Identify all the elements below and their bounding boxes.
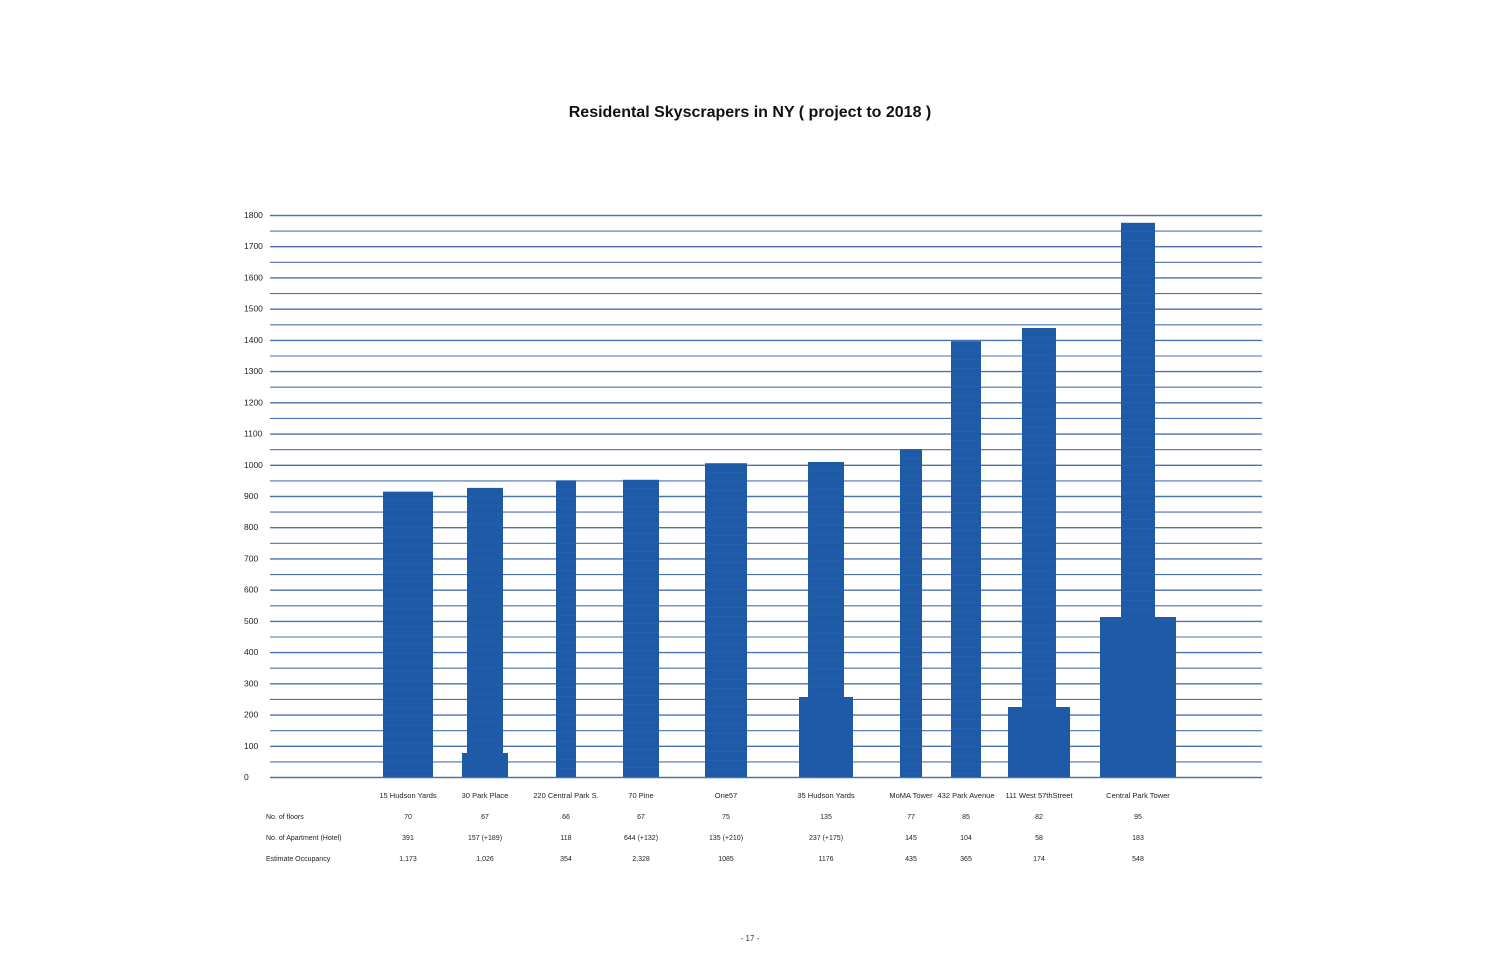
table-row-label: Estimate Occupancy	[266, 856, 331, 863]
podium	[462, 753, 508, 777]
table-cell: 1,173	[399, 856, 417, 863]
building-1	[383, 491, 433, 777]
y-tick-label: 800	[244, 522, 258, 532]
table-cell: 135 (+210)	[709, 835, 743, 842]
data-table: No. of floors 70 67 66 67 75 135 77 85 82 95 No. of…	[266, 814, 1144, 863]
y-tick-label: 1100	[244, 429, 263, 439]
chart-title: Residental Skyscrapers in NY ( project t…	[568, 104, 932, 121]
x-category-label: 30 Park Place	[462, 791, 509, 800]
table-cell: 82	[1035, 814, 1043, 821]
table-cell: 75	[722, 814, 730, 821]
bar	[556, 480, 576, 777]
y-tick-label: 900	[244, 491, 258, 501]
table-cell: 67	[637, 814, 645, 821]
y-tick-label: 1000	[244, 460, 263, 470]
podium	[1100, 617, 1176, 777]
y-axis-tick-labels: 0 100 200 300 400 500 600 700 800 900 1000 1100 1200…	[244, 210, 263, 782]
table-cell: 365	[960, 856, 972, 863]
table-cell: 548	[1132, 856, 1144, 863]
table-cell: 157 (+189)	[468, 835, 502, 842]
y-tick-label: 1200	[244, 397, 263, 407]
table-cell: 67	[481, 814, 489, 821]
table-cell: 183	[1132, 835, 1144, 842]
bar	[623, 479, 659, 777]
bar	[1022, 328, 1056, 777]
y-tick-label: 300	[244, 678, 258, 688]
podium	[799, 697, 853, 777]
x-category-label: One57	[715, 791, 738, 800]
building-bars	[383, 222, 1176, 778]
y-tick-label: 200	[244, 710, 258, 720]
y-tick-label: 1600	[244, 272, 263, 282]
y-tick-label: 500	[244, 616, 258, 626]
table-cell: 1176	[818, 856, 833, 863]
bar	[383, 491, 433, 777]
bar	[467, 487, 503, 777]
table-cell: 85	[962, 814, 970, 821]
table-cell: 237 (+175)	[809, 835, 843, 842]
x-category-label: MoMA Tower	[889, 791, 933, 800]
table-cell: 391	[402, 835, 414, 842]
bar	[951, 341, 981, 777]
y-tick-label: 1500	[244, 304, 263, 314]
building-7	[900, 449, 922, 777]
page-number: - 17 -	[740, 934, 760, 943]
building-3	[556, 480, 576, 777]
y-tick-label: 600	[244, 585, 258, 595]
y-tick-label: 1700	[244, 241, 263, 251]
building-2	[462, 487, 508, 777]
x-axis-category-labels: 15 Hudson Yards 30 Park Place 220 Central …	[379, 791, 1170, 800]
x-category-label: 15 Hudson Yards	[379, 791, 437, 800]
table-cell: 435	[905, 856, 917, 863]
y-tick-label: 1400	[244, 335, 263, 345]
bar	[900, 449, 922, 777]
building-9	[1008, 328, 1070, 777]
x-category-label: Central Park Tower	[1106, 791, 1170, 800]
table-cell: 95	[1134, 814, 1142, 821]
table-cell: 118	[560, 835, 571, 842]
table-cell: 145	[905, 835, 917, 842]
x-category-label: 35 Hudson Yards	[797, 791, 855, 800]
y-tick-label: 1300	[244, 366, 263, 376]
table-cell: 135	[820, 814, 832, 821]
bar	[705, 463, 747, 777]
y-tick-label: 1800	[244, 210, 263, 220]
y-tick-label: 400	[244, 647, 258, 657]
table-cell: 2,328	[632, 856, 650, 863]
table-cell: 104	[960, 835, 972, 842]
table-cell: 66	[562, 814, 570, 821]
y-tick-label: 0	[244, 772, 249, 782]
table-row-label: No. of floors	[266, 814, 304, 821]
building-8	[951, 341, 981, 777]
table-cell: 58	[1035, 835, 1043, 842]
x-category-label: 432 Park Avenue	[938, 791, 995, 800]
table-cell: 77	[907, 814, 915, 821]
x-category-label: 111 West 57thStreet	[1005, 791, 1073, 800]
table-cell: 174	[1033, 856, 1045, 863]
building-5	[705, 463, 747, 777]
table-row-label: No. of Apartment (Hotel)	[266, 835, 341, 842]
x-category-label: 70 Pine	[628, 791, 653, 800]
x-category-label: 220 Central Park S.	[533, 791, 598, 800]
gridlines	[270, 214, 1262, 779]
table-cell: 354	[560, 856, 572, 863]
building-6	[799, 461, 853, 778]
podium	[1008, 707, 1070, 777]
table-cell: 70	[404, 814, 412, 821]
building-10	[1100, 222, 1176, 778]
building-4	[623, 479, 659, 778]
table-cell: 644 (+132)	[624, 835, 658, 842]
y-tick-label: 700	[244, 553, 258, 563]
y-tick-label: 100	[244, 741, 258, 751]
table-cell: 1,026	[476, 856, 494, 863]
table-cell: 1085	[718, 856, 734, 863]
